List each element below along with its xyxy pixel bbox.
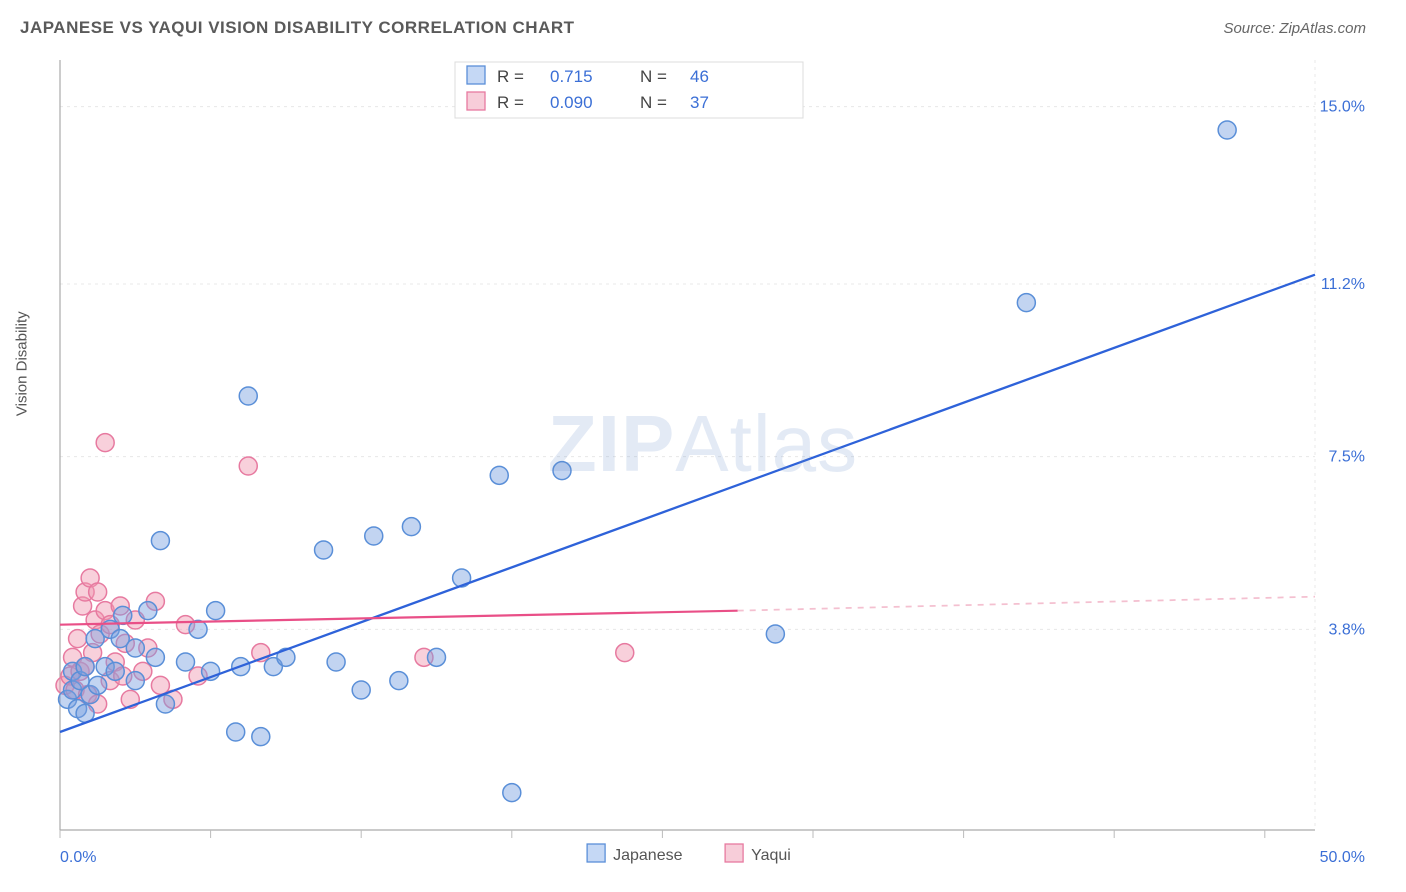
data-point: [106, 662, 124, 680]
data-point: [239, 387, 257, 405]
data-point: [139, 602, 157, 620]
data-point: [89, 676, 107, 694]
data-point: [126, 672, 144, 690]
data-point: [126, 639, 144, 657]
data-point: [428, 648, 446, 666]
data-point: [327, 653, 345, 671]
data-point: [76, 658, 94, 676]
y-tick-label: 11.2%: [1321, 276, 1365, 293]
data-point: [151, 676, 169, 694]
stats-r-value: 0.715: [550, 67, 593, 86]
data-point: [553, 462, 571, 480]
y-tick-label: 7.5%: [1329, 449, 1365, 466]
data-point: [156, 695, 174, 713]
data-point: [146, 648, 164, 666]
y-tick-label: 3.8%: [1329, 621, 1365, 638]
chart-container: Vision Disability ZIPAtlas 3.8%7.5%11.2%…: [20, 50, 1386, 870]
y-axis-label: Vision Disability: [14, 311, 31, 416]
x-end-label: 50.0%: [1320, 849, 1365, 866]
data-point: [315, 541, 333, 559]
data-point: [227, 723, 245, 741]
legend-swatch: [587, 844, 605, 862]
stats-n-value: 37: [690, 93, 709, 112]
legend-label: Yaqui: [751, 847, 791, 864]
data-point: [69, 630, 87, 648]
legend-label: Japanese: [613, 847, 682, 864]
trend-line-dash: [738, 597, 1315, 611]
data-point: [490, 466, 508, 484]
data-point: [207, 602, 225, 620]
data-point: [352, 681, 370, 699]
y-tick-label: 15.0%: [1320, 99, 1365, 116]
chart-title: JAPANESE VS YAQUI VISION DISABILITY CORR…: [20, 18, 575, 38]
data-point: [503, 784, 521, 802]
stats-n-value: 46: [690, 67, 709, 86]
data-point: [239, 457, 257, 475]
stats-r-label: R =: [497, 67, 524, 86]
source-credit: Source: ZipAtlas.com: [1223, 20, 1366, 37]
data-point: [365, 527, 383, 545]
data-point: [252, 728, 270, 746]
stats-r-value: 0.090: [550, 93, 593, 112]
trend-line: [60, 275, 1315, 732]
data-point: [1218, 121, 1236, 139]
data-point: [402, 518, 420, 536]
data-point: [96, 434, 114, 452]
stats-n-label: N =: [640, 93, 667, 112]
data-point: [177, 653, 195, 671]
trend-line: [60, 611, 738, 625]
data-point: [1017, 294, 1035, 312]
x-start-label: 0.0%: [60, 849, 96, 866]
data-point: [151, 532, 169, 550]
data-point: [616, 644, 634, 662]
data-point: [114, 606, 132, 624]
data-point: [89, 583, 107, 601]
data-point: [390, 672, 408, 690]
stats-n-label: N =: [640, 67, 667, 86]
legend-swatch: [725, 844, 743, 862]
stats-r-label: R =: [497, 93, 524, 112]
stats-swatch: [467, 66, 485, 84]
stats-swatch: [467, 92, 485, 110]
data-point: [766, 625, 784, 643]
scatter-chart: 3.8% 7.5% 11.2% 15.0% 0.0% 50.0% R = 0.715 N = 46…: [20, 50, 1386, 870]
